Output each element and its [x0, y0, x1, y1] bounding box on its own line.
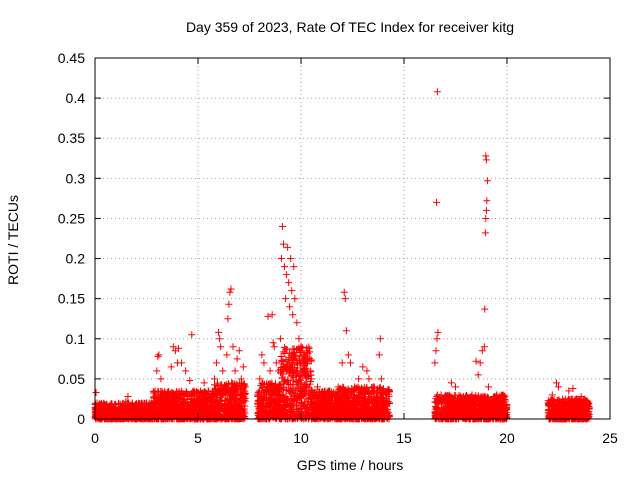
data-point	[289, 345, 297, 353]
data-point	[133, 410, 141, 418]
data-point	[124, 404, 132, 412]
data-point	[107, 414, 115, 422]
data-point	[99, 414, 107, 422]
data-point	[113, 408, 121, 416]
data-point	[137, 409, 145, 417]
data-point	[108, 400, 116, 408]
data-point	[130, 411, 138, 419]
data-point	[307, 356, 315, 364]
data-point	[109, 409, 117, 417]
chart-title: Day 359 of 2023, Rate Of TEC Index for r…	[186, 19, 514, 35]
data-points	[91, 88, 593, 423]
data-point	[140, 409, 148, 417]
data-point	[113, 413, 121, 421]
data-point	[136, 414, 144, 422]
grid	[95, 58, 610, 419]
data-point	[92, 414, 100, 422]
data-point	[120, 412, 128, 420]
